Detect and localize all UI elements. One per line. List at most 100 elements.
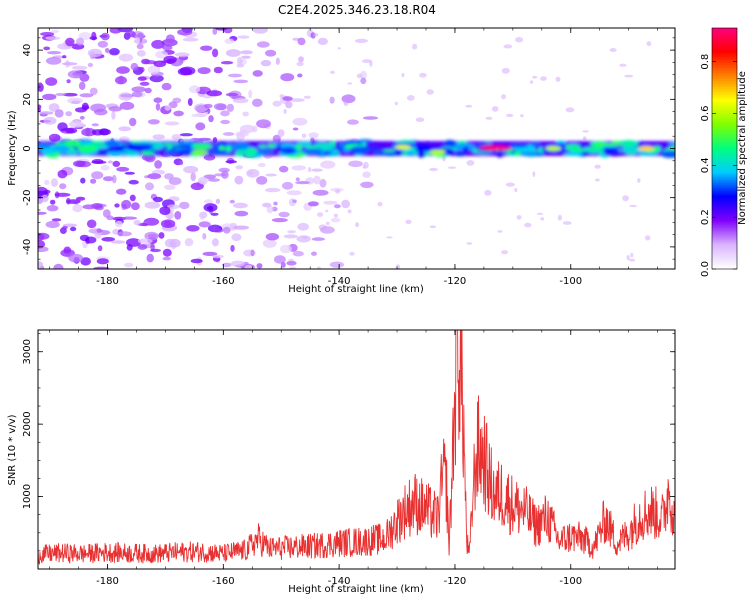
noise-blob (89, 87, 98, 96)
noise-blob (96, 258, 109, 265)
noise-blob (532, 171, 536, 177)
noise-blob (121, 199, 132, 209)
noise-blob (137, 76, 147, 81)
noise-blob (111, 110, 116, 120)
noise-blob (53, 263, 64, 269)
noise-blob (65, 37, 75, 47)
colorbar-cell (712, 174, 737, 178)
noise-blob (285, 100, 293, 109)
noise-blob (54, 109, 64, 118)
noise-blob (203, 199, 213, 204)
noise-blob (532, 75, 538, 79)
noise-blob (419, 72, 427, 78)
noise-blob (203, 203, 218, 212)
noise-blob (429, 225, 437, 229)
noise-blob (159, 206, 171, 216)
colorbar-cell (712, 60, 737, 63)
noise-blob (235, 165, 243, 170)
noise-blob (289, 266, 296, 269)
noise-blob (80, 257, 91, 266)
noise-blob (191, 113, 207, 118)
noise-blob (45, 57, 62, 65)
noise-blob (62, 55, 67, 59)
noise-blob (94, 108, 108, 116)
noise-blob (252, 28, 268, 34)
noise-blob (233, 225, 250, 230)
colorbar-axis: 0.0 0.2 0.4 0.6 0.8 (700, 54, 737, 277)
band-blob (245, 150, 257, 158)
noise-blob (279, 94, 285, 99)
colorbar-cell (712, 154, 737, 158)
noise-blob (91, 129, 105, 136)
noise-blob (179, 161, 184, 165)
snr-panel: -180 -160 -140 -120 -100 1000 2000 3000 Height… (7, 329, 676, 595)
noise-blob (394, 101, 398, 106)
colorbar-cell (712, 142, 737, 146)
noise-blob (296, 61, 304, 67)
noise-blob (91, 123, 99, 127)
noise-blob (91, 171, 104, 180)
colorbar-cell (712, 96, 737, 99)
colorbar-cell (712, 62, 737, 65)
noise-blob (319, 178, 327, 188)
colorbar-cell (712, 224, 737, 228)
band-blob (336, 146, 344, 153)
noise-blob (347, 82, 353, 85)
snr-y-label: SNR (10 * v/v) (7, 414, 18, 485)
noise-blob (297, 37, 306, 46)
noise-blob (155, 50, 169, 59)
noise-blob (206, 90, 223, 97)
colorbar-cell (712, 186, 737, 190)
band-blob (322, 150, 332, 155)
colorbar-cell (712, 108, 737, 111)
noise-blob (212, 254, 224, 259)
noise-blob (50, 199, 56, 205)
noise-blob (225, 160, 238, 164)
band-peak (394, 144, 411, 150)
noise-blob (637, 178, 641, 183)
snr-x-label: Height of straight line (km) (288, 584, 424, 595)
noise-blob (273, 201, 278, 206)
colorbar-cell (712, 106, 737, 109)
x-tick-label: -120 (444, 576, 467, 587)
noise-blob (48, 133, 61, 142)
noise-blob (516, 215, 522, 220)
colorbar-cell (712, 164, 737, 168)
noise-blob (222, 262, 232, 268)
colorbar-cell (712, 50, 737, 53)
band-blob (258, 145, 268, 149)
noise-blob (87, 62, 94, 68)
band-blob (563, 152, 585, 156)
colorbar-cell (712, 248, 737, 252)
noise-blob (222, 132, 235, 136)
noise-blob (129, 194, 136, 202)
noise-blob (68, 253, 84, 263)
noise-blob (165, 34, 175, 43)
colorbar-cell (712, 212, 737, 216)
colorbar-cell (712, 90, 737, 93)
noise-blob (275, 57, 280, 65)
x-tick-label: -100 (559, 276, 582, 287)
noise-blob (246, 168, 260, 178)
noise-blob (38, 246, 49, 253)
noise-blob (182, 37, 199, 42)
colorbar-cell (712, 84, 737, 87)
noise-blob (237, 35, 250, 39)
colorbar-cell (712, 44, 737, 47)
noise-blob (347, 119, 359, 125)
noise-blob (355, 222, 360, 228)
noise-blob (280, 73, 295, 82)
noise-blob (114, 203, 120, 208)
noise-blob (555, 76, 561, 82)
colorbar-tick-label: 0.0 (700, 261, 711, 277)
noise-blob (313, 33, 319, 37)
band-blob (119, 140, 132, 145)
noise-blob (292, 117, 308, 126)
noise-blob (260, 59, 272, 67)
noise-blob (76, 196, 86, 201)
noise-blob (62, 92, 78, 97)
noise-blob (210, 212, 219, 216)
noise-blob (42, 93, 57, 101)
band-blob (373, 150, 386, 156)
noise-blob (45, 220, 60, 229)
